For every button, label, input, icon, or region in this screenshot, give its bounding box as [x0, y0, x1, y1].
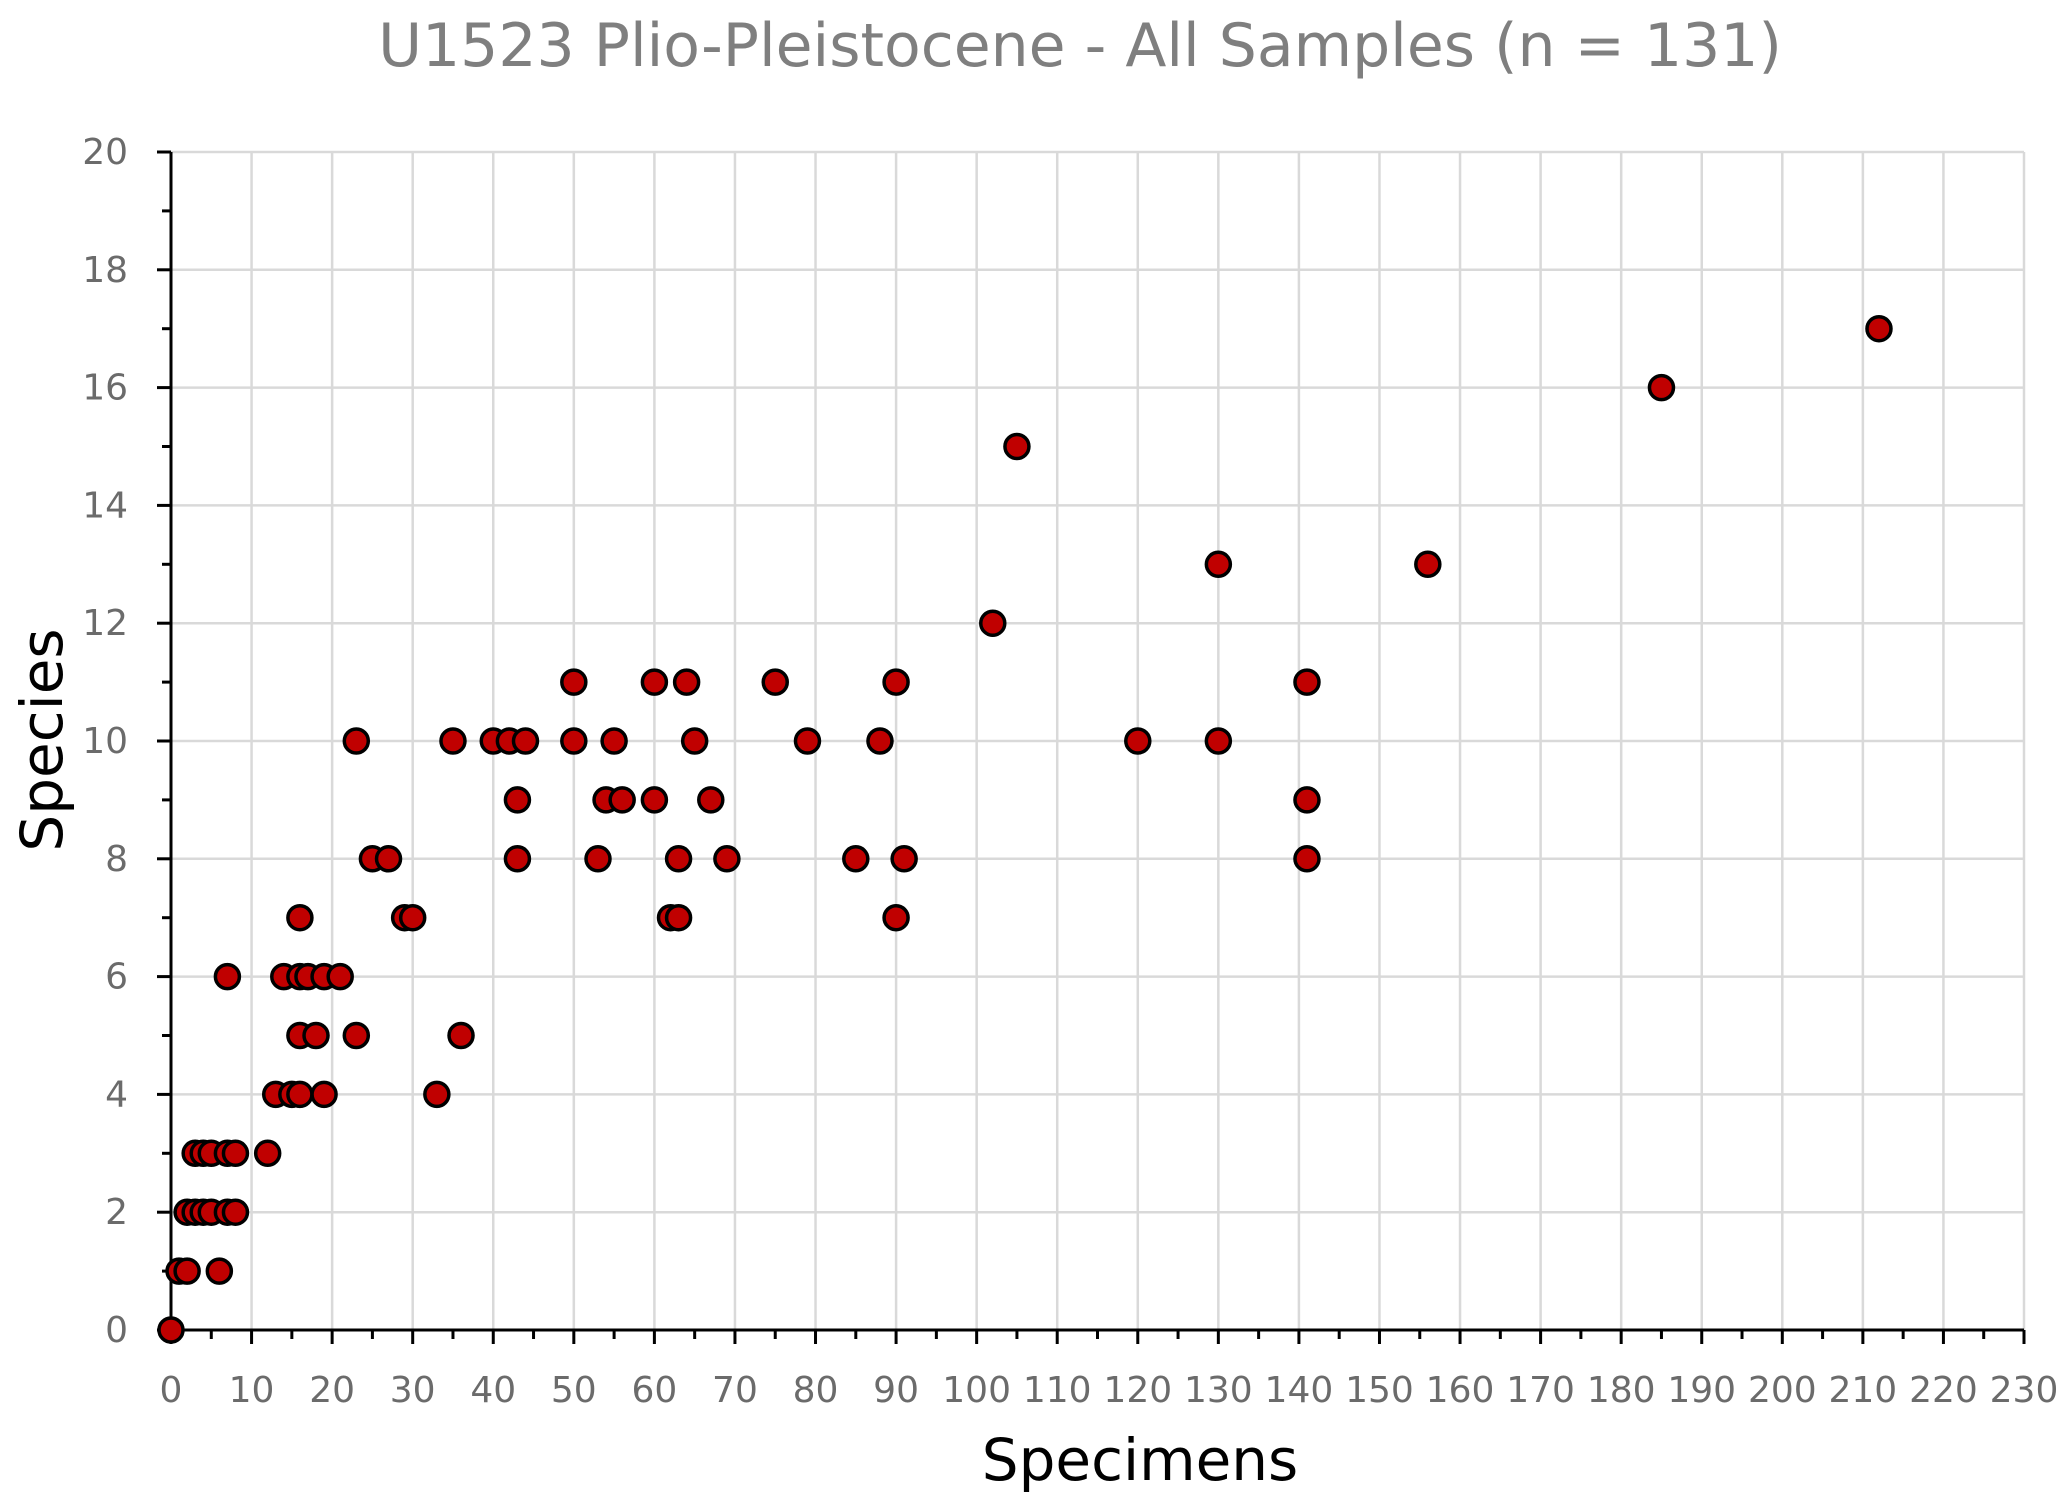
data-point	[1293, 786, 1321, 814]
data-points	[157, 314, 1893, 1344]
x-tick-label: 180	[1587, 1370, 1656, 1411]
x-tick-label: 50	[551, 1370, 597, 1411]
x-tick-label: 60	[631, 1370, 677, 1411]
x-tick-label: 100	[942, 1370, 1011, 1411]
data-point	[560, 668, 588, 696]
x-tick-label: 130	[1184, 1370, 1253, 1411]
data-point	[213, 962, 242, 991]
data-point	[342, 727, 371, 755]
y-tick-label: 16	[82, 368, 128, 409]
data-point	[173, 1257, 201, 1285]
y-tick-label: 4	[105, 1074, 128, 1115]
y-tick-label: 14	[82, 485, 128, 526]
data-point	[672, 668, 701, 696]
data-point	[842, 845, 870, 873]
y-tick-label: 8	[105, 839, 128, 880]
data-point	[439, 727, 467, 755]
data-point	[1865, 314, 1893, 343]
data-point	[584, 845, 612, 873]
data-point	[608, 786, 636, 814]
y-tick-label: 18	[82, 250, 128, 291]
y-axis-title: Species	[8, 628, 76, 851]
data-point	[600, 727, 628, 755]
data-point	[398, 903, 427, 932]
x-tick-label: 30	[390, 1370, 436, 1411]
data-point	[253, 1139, 282, 1168]
data-point	[680, 727, 709, 755]
y-tick-label: 20	[82, 132, 128, 173]
y-tick-label: 2	[105, 1192, 128, 1233]
data-point	[286, 903, 314, 932]
data-point	[511, 727, 540, 755]
data-point	[664, 903, 693, 932]
y-tick-label: 6	[105, 957, 128, 998]
data-point	[310, 1080, 338, 1109]
data-point	[866, 727, 894, 755]
x-tick-label: 110	[1023, 1370, 1092, 1411]
data-point	[447, 1021, 475, 1050]
data-point	[302, 1021, 330, 1050]
data-point	[761, 668, 789, 696]
data-point	[1204, 550, 1233, 579]
x-tick-label: 190	[1667, 1370, 1736, 1411]
x-tick-label: 220	[1909, 1370, 1978, 1411]
axes	[157, 150, 2026, 1344]
data-point	[342, 1021, 371, 1050]
x-tick-label: 10	[229, 1370, 275, 1411]
data-point	[979, 609, 1007, 637]
x-axis-title: Specimens	[982, 1426, 1298, 1494]
x-tick-label: 150	[1345, 1370, 1414, 1411]
y-tick-label: 12	[82, 603, 128, 644]
x-tick-label: 80	[793, 1370, 839, 1411]
data-point	[1003, 432, 1031, 461]
data-point	[374, 845, 403, 873]
x-tick-label: 120	[1103, 1370, 1172, 1411]
data-point	[640, 786, 669, 814]
data-point	[890, 845, 918, 873]
data-point	[157, 1316, 185, 1344]
data-point	[221, 1198, 250, 1226]
data-point	[793, 727, 822, 755]
data-point	[1124, 727, 1152, 755]
data-point	[205, 1257, 234, 1285]
data-point	[221, 1139, 250, 1168]
x-tick-label: 140	[1265, 1370, 1334, 1411]
x-tick-label: 20	[309, 1370, 355, 1411]
data-point	[697, 786, 725, 814]
x-axis-tick-labels: 0 10 20 30 40 50 60 70 80 90 100 110 120 130 140 150 160…	[160, 1370, 2059, 1411]
x-tick-label: 160	[1426, 1370, 1495, 1411]
data-point	[326, 962, 354, 991]
y-axis-tick-labels: 0 2 4 6 8 10 12 14 16 18 20	[82, 132, 128, 1351]
y-tick-label: 10	[82, 721, 128, 762]
chart-title: U1523 Plio-Pleistocene - All Samples (n …	[378, 11, 1782, 81]
data-point	[1204, 727, 1233, 755]
data-point	[1647, 373, 1676, 402]
data-point	[1414, 550, 1442, 579]
data-point	[664, 845, 693, 873]
data-point	[1293, 845, 1321, 873]
x-tick-label: 200	[1748, 1370, 1817, 1411]
data-point	[882, 668, 910, 696]
x-tick-label: 0	[160, 1370, 183, 1411]
x-tick-label: 210	[1829, 1370, 1898, 1411]
data-point	[503, 845, 532, 873]
data-point	[286, 1080, 314, 1109]
data-point	[882, 903, 910, 932]
data-point	[560, 727, 588, 755]
data-point	[503, 786, 532, 814]
x-tick-label: 70	[712, 1370, 758, 1411]
x-tick-label: 230	[1990, 1370, 2059, 1411]
data-point	[713, 845, 741, 873]
data-point	[423, 1080, 451, 1109]
x-tick-label: 90	[873, 1370, 919, 1411]
x-tick-label: 40	[470, 1370, 516, 1411]
data-point	[1293, 668, 1321, 696]
data-point	[640, 668, 669, 696]
x-tick-label: 170	[1506, 1370, 1575, 1411]
y-tick-label: 0	[105, 1310, 128, 1351]
